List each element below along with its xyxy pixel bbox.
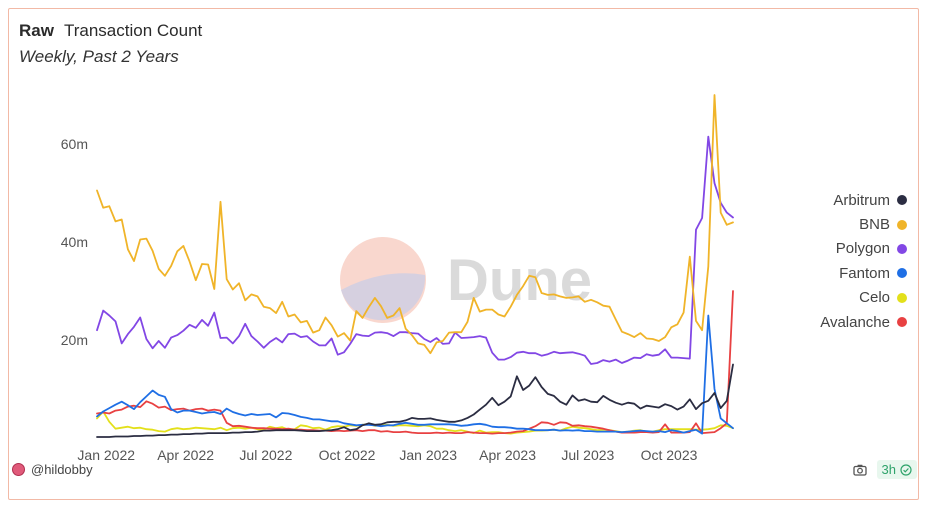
legend-dot — [897, 219, 907, 230]
legend-label: Arbitrum — [833, 191, 890, 209]
x-tick-label: Oct 2023 — [641, 447, 698, 463]
series-line-arbitrum — [96, 363, 734, 438]
legend-item-avalanche[interactable]: Avalanche — [820, 310, 907, 334]
chart-header: Raw Transaction Count Weekly, Past 2 Year… — [19, 21, 202, 67]
legend-item-celo[interactable]: Celo — [820, 286, 907, 310]
series-line-polygon — [96, 135, 734, 365]
legend-item-bnb[interactable]: BNB — [820, 212, 907, 236]
legend-item-fantom[interactable]: Fantom — [820, 261, 907, 285]
chart-subtitle: Weekly, Past 2 Years — [19, 47, 179, 66]
series-line-bnb — [96, 94, 734, 355]
camera-icon[interactable] — [852, 463, 867, 477]
legend-label: Polygon — [835, 240, 890, 258]
legend-item-arbitrum[interactable]: Arbitrum — [820, 188, 907, 212]
watermark-text: Dune — [447, 248, 592, 313]
legend-label: Celo — [859, 289, 890, 307]
y-tick-label: 60m — [61, 136, 88, 152]
legend-item-polygon[interactable]: Polygon — [820, 237, 907, 261]
legend-dot — [897, 292, 907, 303]
check-circle-icon — [900, 463, 912, 476]
legend-dot — [897, 243, 907, 254]
author-username: @hildobby — [31, 462, 93, 477]
x-tick-label: Apr 2022 — [157, 447, 214, 463]
watermark-circle-shade — [341, 273, 426, 321]
x-tick-label: Jul 2023 — [561, 447, 614, 463]
x-tick-label: Oct 2022 — [319, 447, 376, 463]
chart-card: Raw Transaction Count Weekly, Past 2 Year… — [8, 8, 919, 500]
chart-legend: Arbitrum BNB Polygon Fantom Celo Avalanche — [820, 188, 907, 334]
footer-actions: 3h — [852, 460, 917, 479]
x-tick-label: Jan 2022 — [77, 447, 135, 463]
legend-label: BNB — [859, 216, 890, 234]
title-raw-label: Raw — [19, 21, 54, 40]
legend-dot — [897, 195, 907, 206]
x-tick-label: Jul 2022 — [239, 447, 292, 463]
legend-dot — [897, 317, 907, 328]
x-tick-label: Apr 2023 — [479, 447, 536, 463]
avatar — [12, 463, 25, 476]
dune-watermark: Dune — [340, 237, 592, 323]
refresh-age: 3h — [881, 462, 896, 477]
title-text: Transaction Count — [63, 21, 203, 40]
series-line-avalanche — [96, 290, 734, 435]
refresh-status-badge[interactable]: 3h — [876, 460, 917, 479]
y-tick-label: 40m — [61, 234, 88, 250]
legend-label: Avalanche — [820, 313, 890, 331]
legend-dot — [897, 268, 907, 279]
author-link[interactable]: @hildobby — [12, 462, 93, 477]
legend-label: Fantom — [839, 264, 890, 282]
series-line-fantom — [96, 314, 734, 435]
chart-title: Raw Transaction Count — [19, 21, 202, 41]
x-tick-label: Jan 2023 — [399, 447, 457, 463]
y-tick-label: 20m — [61, 332, 88, 348]
